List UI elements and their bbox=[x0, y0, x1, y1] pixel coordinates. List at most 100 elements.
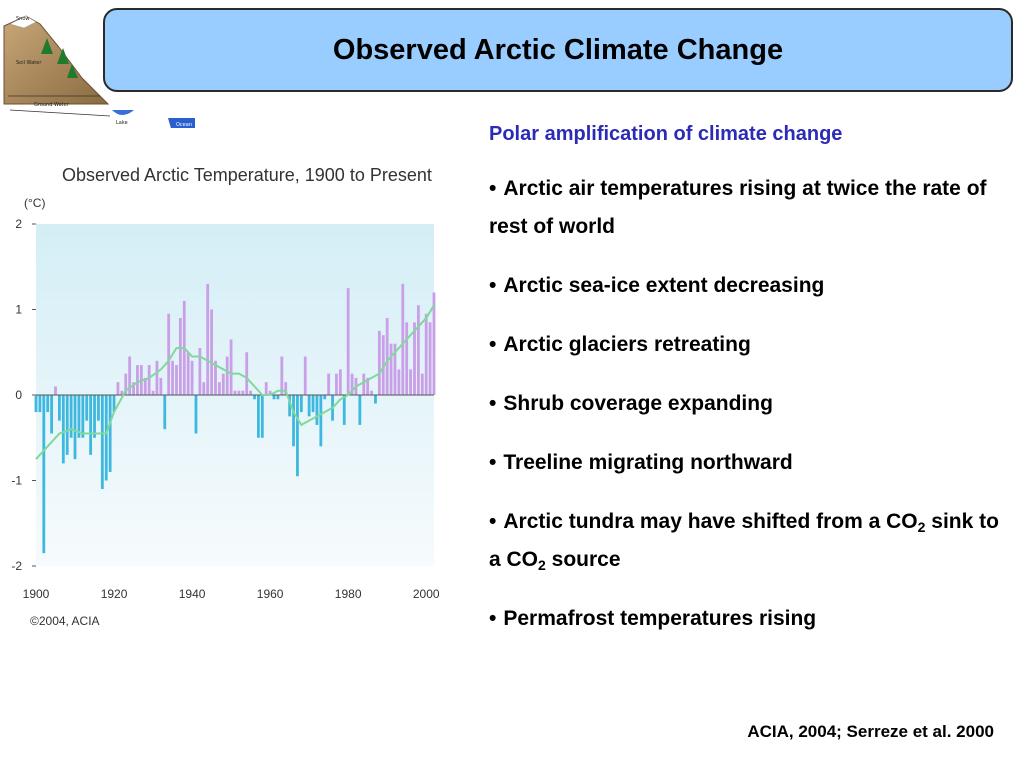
title-banner: Observed Arctic Climate Change bbox=[103, 8, 1013, 92]
anomaly-bar bbox=[167, 313, 171, 395]
anomaly-bar bbox=[73, 395, 77, 460]
anomaly-bar bbox=[61, 395, 65, 464]
y-tick-label: -2 bbox=[11, 559, 22, 573]
anomaly-bar bbox=[276, 395, 280, 400]
anomaly-bar bbox=[416, 305, 420, 395]
water-cycle-logo: Snow Soil Water Ground Water Lake Ocean bbox=[3, 15, 195, 128]
anomaly-bar bbox=[350, 373, 354, 395]
anomaly-bar bbox=[136, 365, 139, 395]
bullet-item: • Arctic air temperatures rising at twice… bbox=[489, 170, 1004, 246]
bullet-text: Permafrost temperatures rising bbox=[503, 607, 817, 630]
anomaly-bar bbox=[77, 395, 81, 438]
y-tick-labels: 2 1 0 -1 -2 bbox=[11, 217, 22, 573]
x-tick-label: 1960 bbox=[257, 587, 284, 601]
anomaly-bar bbox=[93, 395, 96, 438]
bullet-text: Shrub coverage expanding bbox=[503, 392, 773, 415]
anomaly-bar bbox=[413, 322, 416, 395]
bullet-text: Arctic sea-ice extent decreasing bbox=[503, 274, 825, 297]
anomaly-bar bbox=[432, 292, 436, 395]
slide-title: Observed Arctic Climate Change bbox=[332, 33, 784, 66]
anomaly-bar bbox=[89, 395, 93, 455]
bullet-marker: • bbox=[489, 392, 497, 415]
anomaly-bar bbox=[124, 373, 128, 395]
anomaly-bar bbox=[303, 356, 307, 395]
anomaly-bar bbox=[257, 395, 260, 438]
flow-arrow bbox=[9, 109, 111, 117]
anomaly-bar bbox=[151, 390, 155, 395]
anomaly-bar bbox=[299, 395, 303, 413]
anomaly-bar bbox=[323, 395, 327, 400]
bullet-marker: • bbox=[489, 177, 497, 200]
bullet-text: Treeline migrating northward bbox=[503, 451, 793, 474]
anomaly-bar bbox=[253, 395, 256, 400]
anomaly-bar bbox=[210, 309, 213, 395]
y-tick-label: 0 bbox=[15, 388, 22, 402]
anomaly-bar bbox=[409, 369, 412, 395]
anomaly-bar bbox=[132, 382, 135, 395]
anomaly-bar bbox=[175, 365, 178, 395]
anomaly-bar bbox=[362, 373, 366, 395]
anomaly-bar bbox=[428, 322, 432, 395]
x-tick-label: 2000 bbox=[413, 587, 440, 601]
anomaly-bar bbox=[217, 382, 221, 395]
x-tick-labels: 1900 1920 1940 1960 1980 2000 bbox=[23, 587, 440, 601]
chart-title: Observed Arctic Temperature, 1900 to Pre… bbox=[62, 165, 432, 185]
bullet-marker: • bbox=[489, 607, 497, 630]
anomaly-bar bbox=[264, 382, 268, 395]
arctic-temperature-chart: Observed Arctic Temperature, 1900 to Pre… bbox=[11, 165, 440, 628]
anomaly-bar bbox=[58, 395, 61, 421]
snow-cap-shape bbox=[9, 15, 37, 29]
anomaly-bar bbox=[120, 390, 124, 395]
anomaly-bar bbox=[178, 318, 182, 395]
anomaly-bar bbox=[366, 377, 370, 395]
bullet-text-post: source bbox=[545, 548, 621, 571]
anomaly-bar bbox=[358, 395, 362, 425]
lake-shape bbox=[112, 110, 134, 115]
anomaly-bar bbox=[54, 386, 57, 395]
anomaly-bar bbox=[296, 395, 299, 477]
logo-label: Lake bbox=[116, 120, 128, 126]
y-tick-label: 1 bbox=[15, 303, 22, 317]
anomaly-bar bbox=[280, 356, 284, 395]
anomaly-bar bbox=[104, 395, 108, 481]
x-tick-label: 1980 bbox=[335, 587, 362, 601]
anomaly-bar bbox=[112, 395, 116, 413]
anomaly-bar bbox=[42, 395, 46, 554]
bullet-text: Arctic air temperatures rising at twice … bbox=[489, 177, 987, 238]
tree-icon bbox=[41, 38, 53, 54]
bullet-text-mid: sink to a CO bbox=[489, 510, 999, 571]
anomaly-bar bbox=[311, 395, 315, 413]
y-tick-label: 2 bbox=[15, 217, 22, 231]
anomaly-bar bbox=[385, 318, 389, 395]
logo-label: Snow bbox=[16, 16, 30, 22]
ocean-shape bbox=[168, 118, 195, 128]
anomaly-bar bbox=[393, 343, 397, 395]
anomaly-bar bbox=[292, 395, 295, 447]
x-tick-label: 1900 bbox=[23, 587, 50, 601]
anomaly-bar bbox=[147, 365, 151, 395]
x-tick-label: 1920 bbox=[101, 587, 128, 601]
tree-icon bbox=[67, 64, 78, 78]
bullet-marker: • bbox=[489, 510, 497, 533]
anomaly-bar bbox=[97, 395, 100, 421]
anomaly-bar bbox=[249, 390, 253, 395]
anomaly-bar bbox=[85, 395, 89, 421]
anomaly-bar bbox=[405, 322, 409, 395]
tree-icon bbox=[57, 48, 69, 64]
anomaly-bar bbox=[155, 360, 159, 395]
anomaly-bar bbox=[389, 343, 393, 395]
anomaly-bar bbox=[401, 283, 405, 395]
anomaly-bar bbox=[46, 395, 50, 413]
bullet-item: • Arctic sea-ice extent decreasing bbox=[489, 267, 1004, 305]
subscript: 2 bbox=[538, 557, 546, 573]
anomaly-bar bbox=[128, 356, 132, 395]
logo-label: Soil Water bbox=[16, 60, 42, 66]
logo-label: Ground Water bbox=[34, 102, 70, 108]
anomaly-bar bbox=[159, 377, 163, 395]
anomaly-bar bbox=[229, 339, 233, 395]
anomaly-bar bbox=[370, 390, 373, 395]
anomaly-bar bbox=[424, 313, 428, 395]
bullet-item: • Shrub coverage expanding bbox=[489, 385, 1004, 423]
bullet-marker: • bbox=[489, 274, 497, 297]
bullet-marker: • bbox=[489, 451, 497, 474]
